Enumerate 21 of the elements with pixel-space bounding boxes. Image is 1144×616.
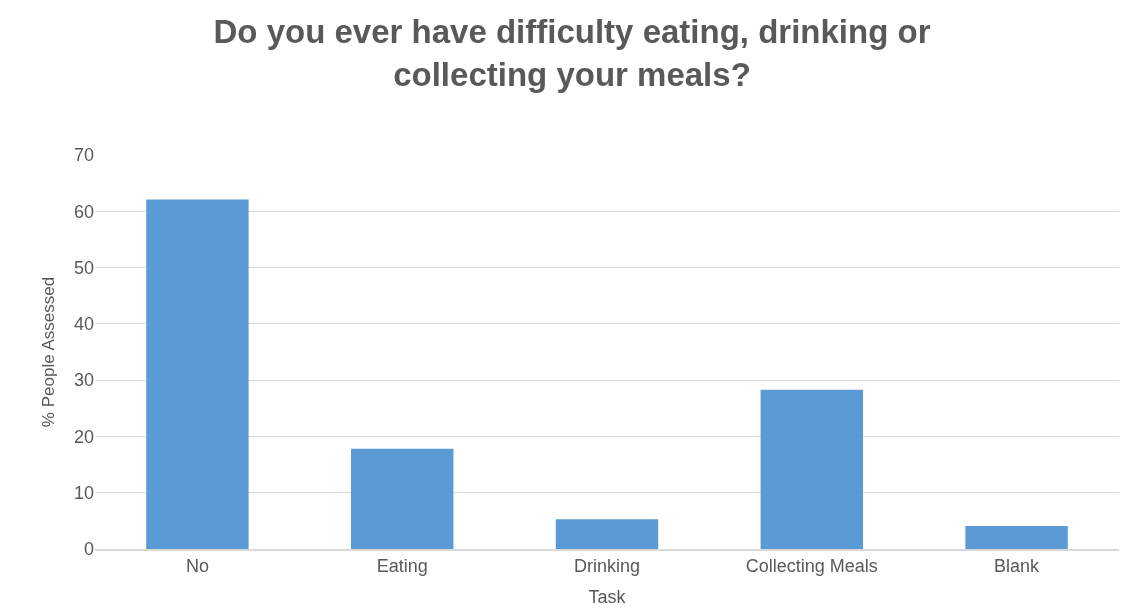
y-tick-label: 20 xyxy=(73,426,94,447)
chart-title: Do you ever have difficulty eating, drinking or collecting your meals? xyxy=(213,13,931,94)
y-tick-label: 10 xyxy=(73,483,94,504)
y-tick-label: 60 xyxy=(73,201,94,222)
x-tick-label: Drinking xyxy=(573,556,641,577)
y-tick-label: 50 xyxy=(73,257,94,278)
y-tick-label: 30 xyxy=(73,370,94,391)
x-tick-label: No xyxy=(185,556,209,577)
x-axis-title: Task xyxy=(588,586,627,607)
y-tick-label: 70 xyxy=(73,145,94,166)
x-tick-label: Blank xyxy=(994,556,1041,577)
bar xyxy=(146,199,249,549)
y-tick-label: 40 xyxy=(73,314,94,335)
bar xyxy=(555,519,659,549)
bar xyxy=(351,448,454,549)
y-tick-label: 0 xyxy=(83,539,94,560)
x-tick-label: Eating xyxy=(376,556,428,577)
bar xyxy=(760,389,863,549)
y-axis-title: % People Assessed xyxy=(38,276,58,428)
x-tick-label: Collecting Meals xyxy=(745,556,878,577)
bar xyxy=(965,525,1068,549)
